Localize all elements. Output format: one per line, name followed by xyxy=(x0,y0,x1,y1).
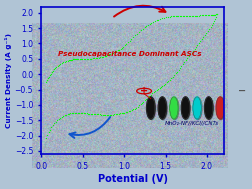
Text: +: + xyxy=(140,86,148,96)
Ellipse shape xyxy=(171,98,179,120)
Y-axis label: Current Density (A g⁻¹): Current Density (A g⁻¹) xyxy=(5,33,12,128)
Text: MnO₂-NF//KCl//CNTs: MnO₂-NF//KCl//CNTs xyxy=(165,121,219,126)
Ellipse shape xyxy=(216,97,224,119)
Ellipse shape xyxy=(194,98,202,120)
Ellipse shape xyxy=(181,97,190,119)
Ellipse shape xyxy=(217,98,225,120)
Text: −: − xyxy=(238,86,246,96)
Ellipse shape xyxy=(205,98,214,120)
Ellipse shape xyxy=(182,98,191,120)
Ellipse shape xyxy=(158,97,166,119)
Ellipse shape xyxy=(159,98,167,120)
X-axis label: Potential (V): Potential (V) xyxy=(98,174,168,184)
Ellipse shape xyxy=(147,97,155,119)
Ellipse shape xyxy=(228,97,236,119)
Ellipse shape xyxy=(229,98,237,120)
Ellipse shape xyxy=(170,97,178,119)
Text: Pseudocapacitance Dominant ASCs: Pseudocapacitance Dominant ASCs xyxy=(58,51,202,57)
Ellipse shape xyxy=(205,97,213,119)
Ellipse shape xyxy=(193,97,201,119)
Ellipse shape xyxy=(147,98,156,120)
